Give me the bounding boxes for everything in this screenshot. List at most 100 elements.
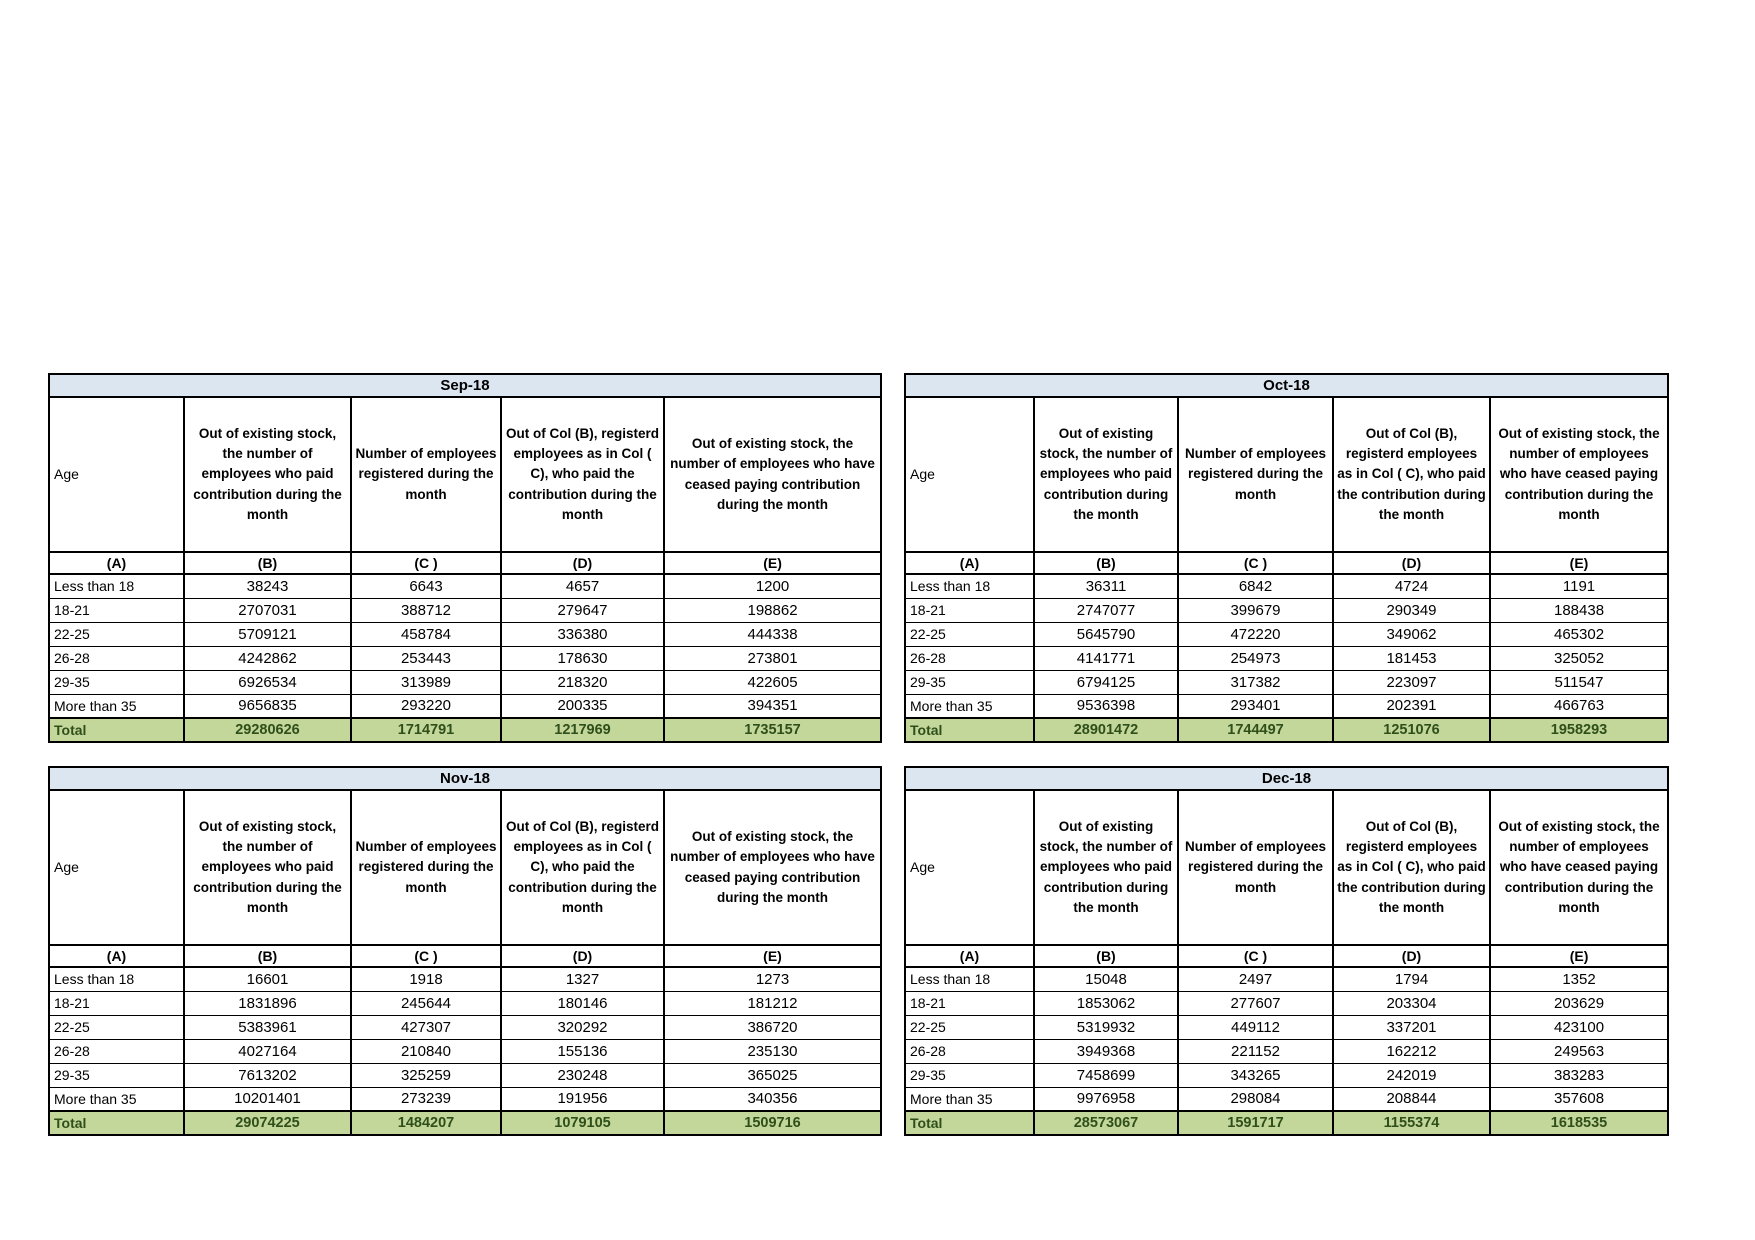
value-cell: 293401 [1177,693,1334,719]
column-letter: (E) [662,551,883,575]
age-group-label: 22-25 [904,1014,1035,1040]
value-cell: 1327 [500,966,665,992]
age-group-label: 18-21 [48,597,185,623]
value-cell: 1918 [350,966,502,992]
column-letter: (D) [500,944,665,968]
header-col-c: Number of employees registered during th… [350,789,502,946]
total-value-cell: 1591717 [1177,1110,1334,1136]
age-group-label: More than 35 [48,1086,185,1112]
header-col-b: Out of existing stock, the number of emp… [183,396,352,553]
value-cell: 7458699 [1033,1062,1179,1088]
age-group-label: Less than 18 [904,966,1035,992]
value-cell: 320292 [500,1014,665,1040]
value-cell: 6794125 [1033,669,1179,695]
value-cell: 340356 [662,1086,883,1112]
value-cell: 162212 [1332,1038,1491,1064]
value-cell: 208844 [1332,1086,1491,1112]
data-row: 22-25 5383961 427307 320292 386720 [48,1014,883,1040]
column-letter: (E) [662,944,883,968]
data-row: Less than 18 16601 1918 1327 1273 [48,966,883,992]
value-cell: 15048 [1033,966,1179,992]
title-row: Sep-18 [47,373,883,398]
value-cell: 290349 [1332,597,1491,623]
value-cell: 5319932 [1033,1014,1179,1040]
total-label: Total [904,717,1035,743]
value-cell: 203304 [1332,990,1491,1016]
value-cell: 9536398 [1033,693,1179,719]
column-letter: (C ) [1177,944,1334,968]
title-row: Nov-18 [47,766,883,791]
total-row: Total 28573067 1591717 1155374 1618535 [904,1110,1670,1136]
value-cell: 279647 [500,597,665,623]
age-group-label: 22-25 [48,1014,185,1040]
value-cell: 365025 [662,1062,883,1088]
value-cell: 293220 [350,693,502,719]
column-letter: (B) [183,551,352,575]
age-group-label: Less than 18 [904,573,1035,599]
header-col-c: Number of employees registered during th… [1177,396,1334,553]
total-label: Total [48,717,185,743]
table-title: Nov-18 [47,766,883,791]
table-title: Sep-18 [47,373,883,398]
value-cell: 6643 [350,573,502,599]
value-cell: 6926534 [183,669,352,695]
header-col-d: Out of Col (B), registerd employees as i… [500,396,665,553]
value-cell: 399679 [1177,597,1334,623]
age-group-label: 22-25 [904,621,1035,647]
data-row: More than 35 9536398 293401 202391 466763 [904,693,1670,719]
value-cell: 466763 [1488,693,1670,719]
value-cell: 4141771 [1033,645,1179,671]
total-value-cell: 28901472 [1033,717,1179,743]
value-cell: 465302 [1488,621,1670,647]
value-cell: 254973 [1177,645,1334,671]
value-cell: 5709121 [183,621,352,647]
value-cell: 449112 [1177,1014,1334,1040]
value-cell: 203629 [1488,990,1670,1016]
value-cell: 7613202 [183,1062,352,1088]
value-cell: 155136 [500,1038,665,1064]
age-group-label: 29-35 [48,1062,185,1088]
total-value-cell: 1251076 [1332,717,1491,743]
column-letter: (E) [1488,944,1670,968]
value-cell: 423100 [1488,1014,1670,1040]
age-group-label: 26-28 [48,1038,185,1064]
value-cell: 5383961 [183,1014,352,1040]
value-cell: 2497 [1177,966,1334,992]
total-value-cell: 1217969 [500,717,665,743]
value-cell: 444338 [662,621,883,647]
column-letter: (A) [904,944,1035,968]
data-row: 26-28 4141771 254973 181453 325052 [904,645,1670,671]
data-row: Less than 18 36311 6842 4724 1191 [904,573,1670,599]
column-letters-row: (A) (B) (C ) (D) (E) [904,944,1670,968]
header-col-e: Out of existing stock, the number of emp… [1488,789,1670,946]
total-value-cell: 1079105 [500,1110,665,1136]
data-row: 18-21 1831896 245644 180146 181212 [48,990,883,1016]
value-cell: 249563 [1488,1038,1670,1064]
month-table: Nov-18 Age Out of existing stock, the nu… [47,766,883,1136]
value-cell: 277607 [1177,990,1334,1016]
column-letter: (D) [1332,551,1491,575]
column-letter: (D) [500,551,665,575]
data-row: 18-21 1853062 277607 203304 203629 [904,990,1670,1016]
table-title: Oct-18 [903,373,1670,398]
age-group-label: 18-21 [904,597,1035,623]
header-col-c: Number of employees registered during th… [350,396,502,553]
column-letter: (A) [48,551,185,575]
data-row: More than 35 9976958 298084 208844 357608 [904,1086,1670,1112]
value-cell: 230248 [500,1062,665,1088]
column-letter: (C ) [1177,551,1334,575]
data-row: 18-21 2707031 388712 279647 198862 [48,597,883,623]
total-label: Total [48,1110,185,1136]
total-label: Total [904,1110,1035,1136]
column-letters-row: (A) (B) (C ) (D) (E) [48,944,883,968]
age-group-label: Less than 18 [48,966,185,992]
total-row: Total 29074225 1484207 1079105 1509716 [48,1110,883,1136]
value-cell: 1794 [1332,966,1491,992]
data-row: More than 35 9656835 293220 200335 394351 [48,693,883,719]
value-cell: 218320 [500,669,665,695]
value-cell: 458784 [350,621,502,647]
header-col-e: Out of existing stock, the number of emp… [1488,396,1670,553]
column-letter: (C ) [350,551,502,575]
title-row: Oct-18 [903,373,1670,398]
